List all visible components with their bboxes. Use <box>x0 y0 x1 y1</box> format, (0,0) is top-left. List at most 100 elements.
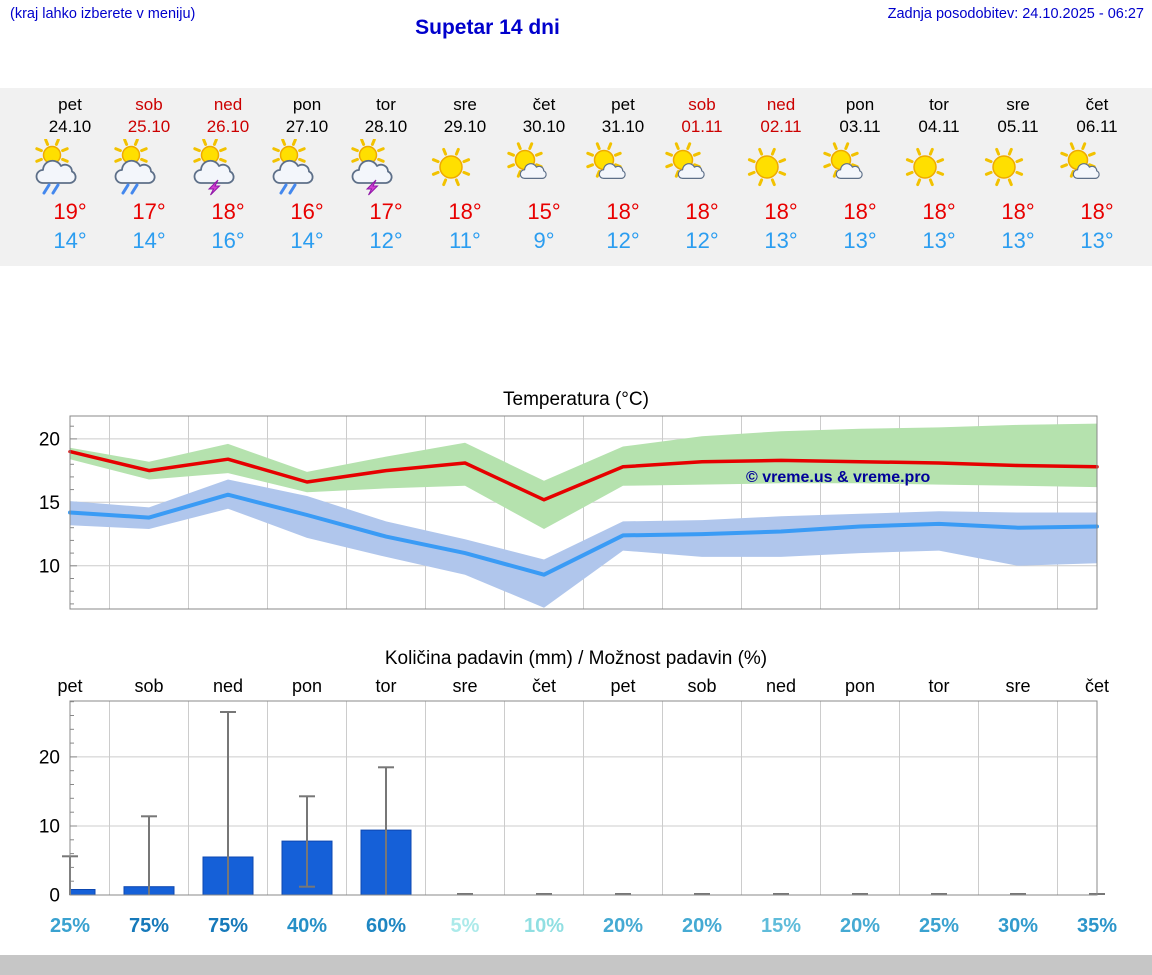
day-date: 02.11 <box>760 117 802 136</box>
day-date: 31.10 <box>601 117 645 136</box>
sun-cloud-icon <box>659 139 745 197</box>
day-name: pet <box>58 95 82 114</box>
precip-day-label: sre <box>1005 676 1031 696</box>
precip-day-label: pet <box>610 676 636 696</box>
forecast-day-31.10[interactable]: pet 31.10 18° 12° <box>580 94 666 255</box>
rain-icon <box>279 183 297 195</box>
sun-cloud-icon <box>501 139 587 197</box>
sun-icon <box>431 147 471 187</box>
cloud-icon <box>193 159 235 184</box>
precip-probability-row: 25% 75% 75% 40% 60% 5% 10% 20% 20% 15% 20% 25% 30% 35… <box>0 911 1152 941</box>
precip-probability: 75% <box>128 915 170 937</box>
sun-icon <box>823 142 859 178</box>
cloud-icon <box>272 159 314 184</box>
day-temp-max: 17° <box>369 199 403 224</box>
forecast-day-25.10[interactable]: sob 25.10 17° 14° <box>106 94 192 255</box>
precip-day-labels-row: pet sob ned pon tor sre čet pet sob ned pon tor sre č… <box>0 673 1152 699</box>
day-name: sob <box>135 95 163 114</box>
forecast-day-06.11[interactable]: čet 06.11 18° 13° <box>1054 94 1140 255</box>
temperature-section: Temperatura (°C) 10 15 20 © vreme.us & vrem… <box>0 386 1152 619</box>
day-temp-min: 13° <box>764 228 798 253</box>
day-name: ned <box>213 95 243 114</box>
day-date: 26.10 <box>206 117 250 136</box>
forecast-day-27.10[interactable]: pon 27.10 16° 14° <box>264 94 350 255</box>
day-temp-max: 18° <box>1080 199 1114 224</box>
sun-icon <box>422 139 508 197</box>
location-menu-hint: (kraj lahko izberete v meniju) <box>10 6 196 22</box>
day-temp-min: 13° <box>1001 228 1035 253</box>
day-temp-max: 18° <box>843 199 877 224</box>
sun-cloud-icon <box>580 139 666 197</box>
cloud-icon <box>519 163 547 179</box>
day-temp-min: 12° <box>369 228 403 253</box>
day-date: 29.10 <box>443 117 487 136</box>
day-name: čet <box>532 95 556 114</box>
day-temp-min: 13° <box>1080 228 1114 253</box>
day-name: čet <box>1085 95 1109 114</box>
precip-probability: 40% <box>286 915 328 937</box>
precipitation-chart: 0 10 20 <box>39 700 1105 905</box>
precip-day-label: sre <box>452 676 478 696</box>
forecast-day-03.11[interactable]: pon 03.11 18° 13° <box>817 94 903 255</box>
precip-probability: 20% <box>839 915 881 937</box>
sun-icon <box>905 147 945 187</box>
day-temp-max: 18° <box>211 199 245 224</box>
day-date: 27.10 <box>285 117 329 136</box>
day-name: ned <box>766 95 796 114</box>
day-date: 24.10 <box>48 117 92 136</box>
day-name: pon <box>845 95 875 114</box>
precip-chart-title: Količina padavin (mm) / Možnost padavin … <box>384 648 768 669</box>
precip-whisker <box>141 815 157 895</box>
day-date: 28.10 <box>364 117 408 136</box>
day-temp-min: 16° <box>211 228 245 253</box>
day-date: 25.10 <box>127 117 171 136</box>
precip-day-label: tor <box>928 676 950 696</box>
day-date: 03.11 <box>839 117 881 136</box>
day-temp-max: 18° <box>448 199 482 224</box>
sun-icon <box>747 147 787 187</box>
precip-probability: 60% <box>365 915 407 937</box>
cloud-icon <box>598 163 626 179</box>
precip-probability: 75% <box>207 915 249 937</box>
precip-probability: 30% <box>997 915 1039 937</box>
sun-cloud-icon <box>817 139 903 197</box>
forecast-day-30.10[interactable]: čet 30.10 15° 9° <box>501 94 587 255</box>
forecast-day-01.11[interactable]: sob 01.11 18° 12° <box>659 94 745 255</box>
day-date: 01.11 <box>681 117 723 136</box>
day-temp-min: 14° <box>132 228 166 253</box>
precipitation-section: Količina padavin (mm) / Možnost padavin … <box>0 645 1152 941</box>
last-update-timestamp: Zadnja posodobitev: 24.10.2025 - 06:27 <box>887 6 1144 22</box>
forecast-strip: pet 24.10 19° 14° sob 25.10 17° 14° ned 26.10 18° 1… <box>0 88 1152 266</box>
precip-day-label: pon <box>844 676 876 696</box>
cloud-icon <box>1072 163 1100 179</box>
forecast-day-02.11[interactable]: ned 02.11 18° 13° <box>738 94 824 255</box>
day-temp-min: 13° <box>922 228 956 253</box>
forecast-day-04.11[interactable]: tor 04.11 18° 13° <box>896 94 982 255</box>
day-date: 05.11 <box>997 117 1039 136</box>
temperature-chart-title: Temperatura (°C) <box>503 389 649 410</box>
sun-cloud-storm-icon <box>343 139 429 197</box>
day-temp-max: 18° <box>606 199 640 224</box>
forecast-day-29.10[interactable]: sre 29.10 18° 11° <box>422 94 508 255</box>
day-name: sre <box>1006 95 1030 114</box>
precip-day-label: pet <box>57 676 83 696</box>
cloud-icon <box>835 163 863 179</box>
precip-probability: 35% <box>1076 915 1118 937</box>
forecast-day-05.11[interactable]: sre 05.11 18° 13° <box>975 94 1061 255</box>
sun-icon <box>984 147 1024 187</box>
svg-text:10: 10 <box>39 817 60 838</box>
day-temp-max: 17° <box>132 199 166 224</box>
day-temp-min: 12° <box>606 228 640 253</box>
sun-icon <box>975 139 1061 197</box>
sun-cloud-rain-icon <box>106 139 192 197</box>
footer-bar <box>0 955 1152 975</box>
forecast-day-26.10[interactable]: ned 26.10 18° 16° <box>185 94 271 255</box>
temperature-chart: 10 15 20 © vreme.us & vreme.pro <box>39 415 1099 610</box>
sun-icon <box>738 139 824 197</box>
forecast-day-24.10[interactable]: pet 24.10 19° 14° <box>27 94 113 255</box>
precip-probability: 15% <box>760 915 802 937</box>
forecast-day-28.10[interactable]: tor 28.10 17° 12° <box>343 94 429 255</box>
rain-icon <box>121 183 139 195</box>
day-temp-max: 18° <box>1001 199 1035 224</box>
sun-icon <box>896 139 982 197</box>
